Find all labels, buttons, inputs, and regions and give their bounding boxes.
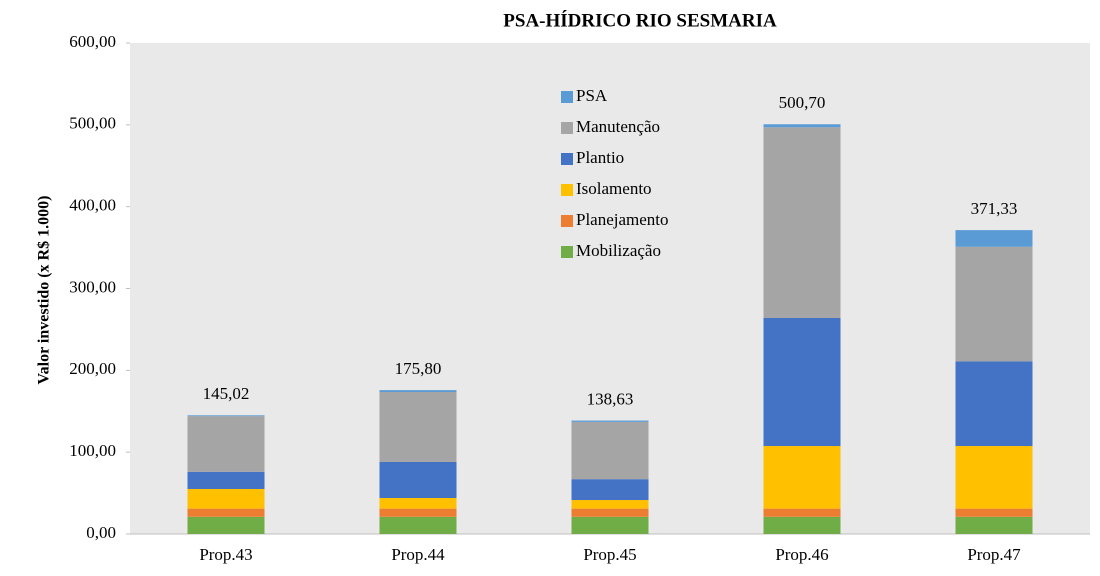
bar-segment: [955, 361, 1033, 447]
legend-label: Planejamento: [576, 210, 669, 229]
bar-segment: [763, 127, 841, 318]
y-tick-label: 500,00: [69, 114, 116, 133]
bar-segment: [379, 392, 457, 462]
y-axis-label: Valor investido (x R$ 1.000): [36, 196, 53, 385]
bar-segment: [571, 420, 649, 422]
x-tick-label: Prop.44: [391, 545, 445, 564]
bar-segment: [955, 230, 1033, 247]
legend-label: Manutenção: [576, 117, 660, 136]
bar-segment: [379, 516, 457, 534]
bar-segment: [763, 124, 841, 128]
bar-segment: [571, 421, 649, 480]
legend-swatch: [561, 215, 573, 227]
x-tick-label: Prop.45: [583, 545, 636, 564]
bar-segment: [187, 508, 265, 517]
x-tick-label: Prop.47: [967, 545, 1021, 564]
y-tick-label: 300,00: [69, 277, 116, 296]
bar-segment: [379, 461, 457, 498]
bar-segment: [955, 508, 1033, 517]
bar-segment: [955, 246, 1033, 362]
y-tick-label: 400,00: [69, 196, 116, 215]
legend-label: Plantio: [576, 148, 624, 167]
legend-label: Mobilização: [576, 241, 661, 260]
bar-segment: [955, 446, 1033, 509]
bar-segment: [571, 508, 649, 517]
bar-segment: [379, 508, 457, 517]
y-tick-label: 200,00: [69, 359, 116, 378]
legend-label: PSA: [576, 86, 608, 105]
bar-segment: [187, 415, 265, 417]
x-tick-label: Prop.43: [199, 545, 252, 564]
bar-segment: [763, 317, 841, 447]
bar-segment: [187, 516, 265, 534]
chart-title: PSA-HÍDRICO RIO SESMARIA: [503, 9, 777, 31]
bar-segment: [571, 479, 649, 501]
total-label: 500,70: [779, 93, 826, 112]
legend-swatch: [561, 153, 573, 165]
bar-segment: [187, 488, 265, 509]
legend-swatch: [561, 184, 573, 196]
bar-segment: [379, 390, 457, 393]
total-label: 138,63: [587, 389, 634, 408]
bar-segment: [379, 497, 457, 509]
bar-segment: [571, 500, 649, 509]
legend-swatch: [561, 246, 573, 258]
bar-segment: [763, 508, 841, 517]
x-tick-label: Prop.46: [775, 545, 828, 564]
bar-segment: [187, 416, 265, 472]
bar-segment: [955, 516, 1033, 534]
legend-swatch: [561, 122, 573, 134]
total-label: 145,02: [203, 384, 250, 403]
legend-swatch: [561, 91, 573, 103]
total-label: 371,33: [971, 199, 1018, 218]
y-tick-label: 0,00: [86, 523, 116, 542]
bar-segment: [763, 516, 841, 534]
bar-segment: [571, 516, 649, 534]
total-label: 175,80: [395, 359, 442, 378]
y-tick-label: 600,00: [69, 32, 116, 51]
y-tick-label: 100,00: [69, 441, 116, 460]
bar-segment: [187, 471, 265, 489]
legend-label: Isolamento: [576, 179, 652, 198]
bar-segment: [763, 446, 841, 509]
